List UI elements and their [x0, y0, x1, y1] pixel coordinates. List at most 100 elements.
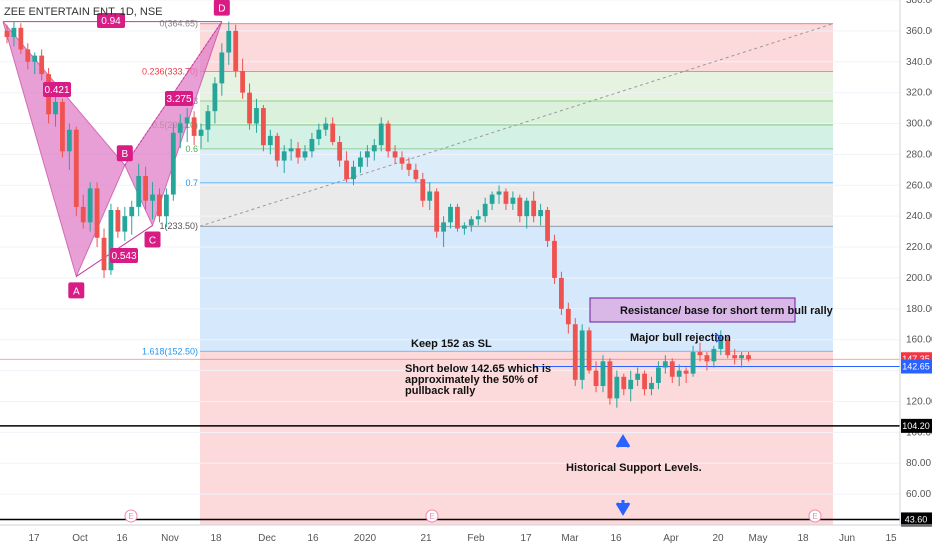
candle-body — [690, 352, 696, 374]
candle-body — [101, 237, 107, 271]
price-tag-label: 147.35 — [902, 354, 930, 364]
candle-body — [441, 222, 446, 232]
candle-body — [621, 376, 627, 390]
fib-zone — [200, 100, 833, 125]
candle-body — [676, 370, 682, 377]
y-tick-label: 280.00 — [906, 149, 932, 160]
fib-zone — [200, 226, 833, 352]
ratio-label: 0.543 — [111, 251, 136, 262]
short-annotation-line3: pullback rally — [405, 385, 476, 397]
candle-body — [683, 370, 689, 374]
candle-body — [538, 210, 544, 217]
candle-body — [496, 191, 502, 195]
candle-body — [94, 188, 100, 238]
x-tick-label: 18 — [797, 533, 809, 544]
candle-body — [385, 123, 391, 152]
candle-body — [364, 151, 370, 158]
point-label-d-box — [213, 0, 230, 16]
ratio-label: 3.275 — [166, 94, 191, 105]
candle-body — [295, 148, 301, 158]
candle-body — [53, 101, 58, 115]
candle-body — [371, 145, 377, 152]
candle-body — [378, 123, 384, 146]
candle-body — [475, 216, 481, 220]
fib-label: 1(233.50) — [159, 221, 198, 231]
rejection-annotation: Major bull rejection — [630, 332, 731, 344]
candle-body — [704, 355, 710, 362]
candle-body — [122, 216, 128, 232]
price-tag-label: 43.60 — [905, 514, 928, 524]
y-tick-label: 320.00 — [906, 88, 932, 99]
candle-body — [11, 27, 17, 38]
fib-zone — [200, 351, 833, 525]
candle-body — [39, 55, 45, 75]
x-tick-label: 16 — [610, 533, 622, 544]
candle-body — [669, 361, 675, 377]
candle-body — [461, 225, 467, 229]
fib-label: 0.236(333.70) — [142, 66, 198, 76]
x-tick-label: 17 — [28, 533, 40, 544]
candles — [4, 21, 751, 408]
earnings-marker-label: E — [128, 512, 133, 521]
candle-body — [150, 194, 155, 201]
candle-body — [614, 376, 620, 399]
candle-body — [32, 55, 38, 62]
candle-body — [4, 30, 10, 38]
price-axis-bg — [900, 0, 932, 550]
candle-body — [552, 240, 557, 278]
candle-body — [600, 361, 606, 387]
candle-body — [240, 71, 246, 93]
point-label-c: C — [149, 235, 156, 246]
point-label-a-box — [68, 282, 85, 299]
earnings-marker-label: E — [812, 512, 817, 521]
x-tick-label: Nov — [161, 533, 179, 544]
earnings-marker[interactable] — [808, 509, 822, 523]
y-tick-label: 120.00 — [906, 396, 932, 407]
candle-body — [115, 210, 121, 232]
resistance-box — [589, 297, 796, 323]
candle-body — [261, 108, 266, 146]
resistance-annotation: Resistance/ base for short term bull ral… — [620, 305, 834, 317]
fib-label: 0.7 — [185, 178, 198, 188]
price-tag-label: 142.65 — [902, 361, 930, 371]
x-tick-label: 15 — [885, 533, 897, 544]
y-tick-label: 380.00 — [906, 0, 932, 6]
candle-body — [170, 132, 176, 195]
support-annotation: Historical Support Levels. — [566, 462, 702, 474]
x-tick-label: 16 — [116, 533, 128, 544]
candle-body — [572, 324, 578, 380]
candle-body — [316, 129, 322, 139]
ratio-label: 0.421 — [44, 85, 69, 96]
x-tick-label: Feb — [467, 533, 485, 544]
candle-body — [739, 355, 744, 359]
candle-body — [302, 151, 308, 158]
short-annotation-line1: Short below 142.65 which is — [405, 363, 551, 375]
trend-line — [199, 23, 834, 227]
candle-body — [489, 194, 495, 204]
candle-body — [420, 179, 426, 201]
x-tick-label: Mar — [561, 533, 579, 544]
candle-body — [642, 373, 647, 390]
x-tick-label: 21 — [420, 533, 432, 544]
candle-body — [212, 83, 218, 112]
candle-body — [233, 30, 239, 72]
sl-annotation: Keep 152 as SL — [411, 338, 492, 350]
grid — [0, 0, 900, 495]
price-tag-box — [901, 418, 932, 433]
y-tick-label: 180.00 — [906, 304, 932, 315]
candle-body — [732, 355, 738, 359]
y-tick-label: 340.00 — [906, 57, 932, 68]
y-tick-label: 80.00 — [906, 458, 931, 469]
candle-body — [330, 123, 336, 143]
candle-body — [247, 92, 252, 124]
earnings-marker[interactable] — [124, 509, 138, 523]
earnings-marker[interactable] — [425, 509, 439, 523]
candle-body — [628, 379, 634, 390]
candle-body — [565, 308, 571, 325]
x-tick-label: 18 — [210, 533, 222, 544]
candle-body — [163, 194, 169, 217]
ratio-label: 0.94 — [101, 16, 121, 27]
candle-body — [205, 111, 211, 130]
